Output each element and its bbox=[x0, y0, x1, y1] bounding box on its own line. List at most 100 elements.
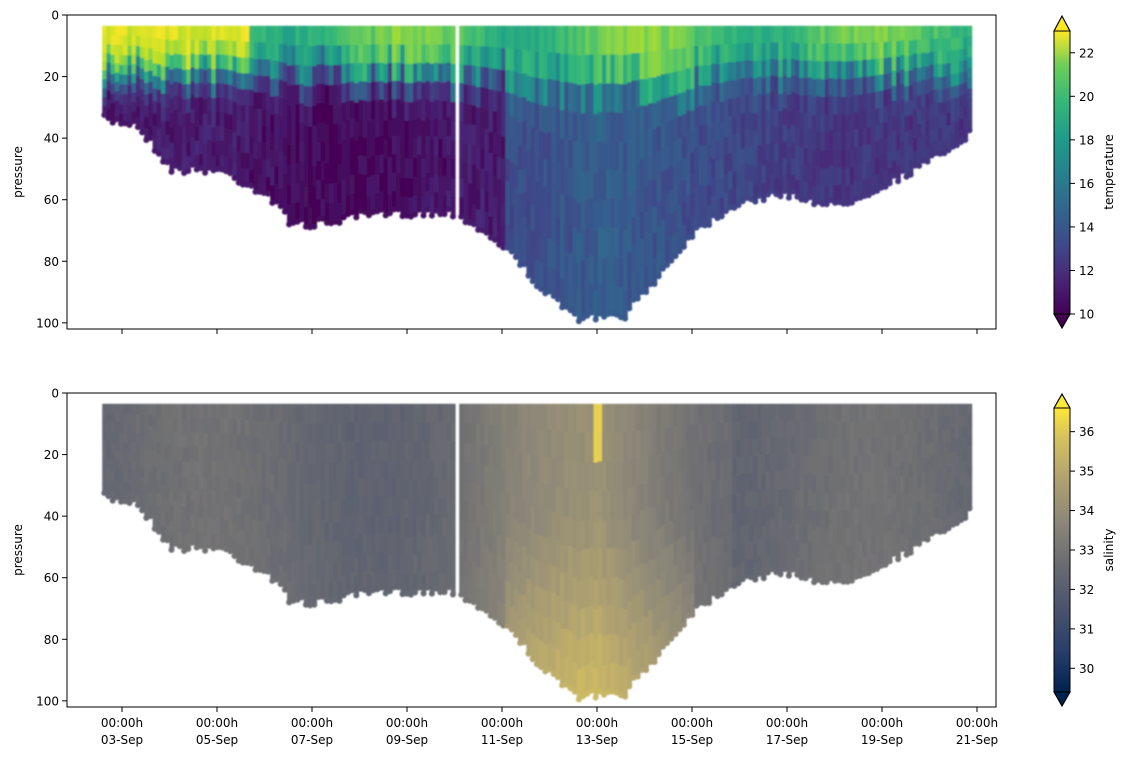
temperature-scatter-cell bbox=[820, 43, 826, 62]
temperature-scatter-point bbox=[953, 142, 960, 149]
salinity-scatter-cell bbox=[686, 509, 691, 532]
temperature-scatter-cell bbox=[131, 35, 137, 46]
temperature-scatter-cell bbox=[597, 227, 603, 257]
temperature-scatter-cell bbox=[551, 214, 557, 243]
salinity-scatter-cell bbox=[707, 523, 712, 544]
salinity-scatter-cell bbox=[870, 503, 876, 521]
salinity-scatter-cell bbox=[186, 505, 191, 521]
salinity-scatter-cell bbox=[908, 493, 914, 509]
temperature-scatter-cell bbox=[665, 217, 670, 242]
salinity-scatter-cell bbox=[194, 432, 200, 448]
salinity-scatter-cell bbox=[291, 502, 296, 523]
temperature-scatter-cell bbox=[602, 54, 607, 85]
temperature-scatter-cell bbox=[408, 159, 414, 179]
salinity-scatter-cell bbox=[127, 433, 133, 445]
temperature-scatter-cell bbox=[215, 68, 221, 84]
salinity-scatter-point bbox=[147, 513, 154, 520]
salinity-scatter-point bbox=[634, 673, 641, 680]
salinity-scatter-cell bbox=[240, 403, 246, 421]
salinity-scatter-cell bbox=[849, 421, 855, 440]
salinity-scatter-cell bbox=[950, 428, 956, 441]
salinity-scatter-cell bbox=[656, 504, 662, 530]
temperature-scatter-cell bbox=[614, 170, 620, 200]
salinity-scatter-cell bbox=[253, 453, 259, 471]
temperature-scatter-cell bbox=[585, 228, 590, 259]
temperature-scatter-cell bbox=[950, 98, 956, 111]
temperature-scatter-cell bbox=[560, 53, 565, 83]
salinity-scatter-cell bbox=[585, 461, 590, 492]
salinity-scatter-cell bbox=[879, 452, 884, 470]
y-tick-label: 80 bbox=[44, 255, 59, 269]
salinity-scatter-cell bbox=[828, 543, 834, 562]
salinity-scatter-cell bbox=[669, 591, 674, 616]
salinity-scatter-cell bbox=[816, 474, 821, 493]
salinity-scatter-cell bbox=[140, 478, 145, 490]
temperature-scatter-cell bbox=[879, 106, 884, 124]
temperature-scatter-cell bbox=[282, 118, 288, 138]
temperature-scatter-cell bbox=[711, 44, 716, 65]
temperature-scatter-cell bbox=[942, 102, 947, 116]
salinity-scatter-cell bbox=[959, 427, 964, 440]
temperature-scatter-cell bbox=[883, 41, 889, 59]
temperature-scatter-cell bbox=[497, 222, 502, 246]
temperature-scatter-cell bbox=[749, 77, 754, 96]
salinity-scatter-cell bbox=[942, 403, 947, 418]
temperature-scatter-cell bbox=[446, 154, 452, 174]
temperature-scatter-cell bbox=[694, 46, 700, 67]
salinity-scatter-cell bbox=[912, 403, 918, 419]
salinity-scatter-cell bbox=[387, 478, 393, 499]
salinity-scatter-cell bbox=[702, 443, 708, 465]
salinity-scatter-cell bbox=[190, 501, 196, 516]
salinity-scatter-cell bbox=[341, 499, 347, 520]
temperature-scatter-cell bbox=[900, 54, 905, 70]
temperature-scatter-cell bbox=[316, 161, 322, 181]
temperature-scatter-cell bbox=[400, 197, 406, 217]
salinity-scatter-cell bbox=[959, 508, 964, 521]
temperature-scatter-cell bbox=[140, 111, 145, 123]
temperature-scatter-cell bbox=[320, 141, 326, 162]
salinity-colorbar-gradient bbox=[1054, 408, 1070, 692]
salinity-scatter-cell bbox=[308, 403, 313, 425]
salinity-scatter-cell bbox=[434, 477, 439, 497]
salinity-scatter-cell bbox=[677, 471, 683, 495]
salinity-scatter-cell bbox=[476, 465, 481, 486]
salinity-scatter-cell bbox=[581, 403, 586, 434]
salinity-scatter-cell bbox=[156, 493, 162, 507]
temperature-scatter-cell bbox=[278, 25, 284, 45]
temperature-scatter-cell bbox=[518, 193, 523, 218]
temperature-scatter-cell bbox=[366, 177, 372, 197]
salinity-scatter-cell bbox=[896, 419, 901, 436]
salinity-scatter-cell bbox=[324, 581, 330, 602]
salinity-scatter-cell bbox=[530, 429, 536, 456]
temperature-scatter-cell bbox=[610, 227, 616, 257]
salinity-scatter-cell bbox=[929, 455, 935, 470]
salinity-scatter-cell bbox=[942, 467, 947, 481]
temperature-scatter-cell bbox=[362, 100, 368, 120]
temperature-scatter-cell bbox=[669, 119, 674, 144]
temperature-scatter-cell bbox=[707, 85, 712, 106]
temperature-scatter-cell bbox=[757, 161, 763, 180]
salinity-scatter-cell bbox=[161, 526, 166, 541]
salinity-scatter-cell bbox=[778, 472, 784, 490]
salinity-scatter-point bbox=[680, 621, 687, 628]
temperature-scatter-cell bbox=[257, 92, 263, 110]
salinity-scatter-cell bbox=[148, 437, 154, 450]
salinity-scatter-cell bbox=[177, 432, 183, 448]
temperature-scatter-cell bbox=[963, 117, 968, 130]
salinity-scatter-cell bbox=[715, 538, 721, 559]
temperature-scatter-cell bbox=[425, 62, 431, 82]
salinity-scatter-point bbox=[248, 560, 255, 567]
salinity-scatter-cell bbox=[740, 474, 746, 493]
salinity-scatter-cell bbox=[484, 590, 490, 612]
salinity-scatter-cell bbox=[774, 538, 779, 556]
salinity-scatter-cell bbox=[828, 421, 834, 440]
salinity-scatter-cell bbox=[648, 429, 653, 456]
temperature-scatter-cell bbox=[572, 227, 578, 257]
salinity-scatter-cell bbox=[333, 501, 338, 523]
temperature-scatter-cell bbox=[350, 193, 355, 213]
temperature-scatter-cell bbox=[379, 80, 385, 100]
salinity-scatter-cell bbox=[602, 432, 607, 463]
temperature-scatter-cell bbox=[249, 137, 254, 155]
salinity-scatter-cell bbox=[400, 460, 406, 481]
temperature-scatter-cell bbox=[753, 78, 758, 97]
